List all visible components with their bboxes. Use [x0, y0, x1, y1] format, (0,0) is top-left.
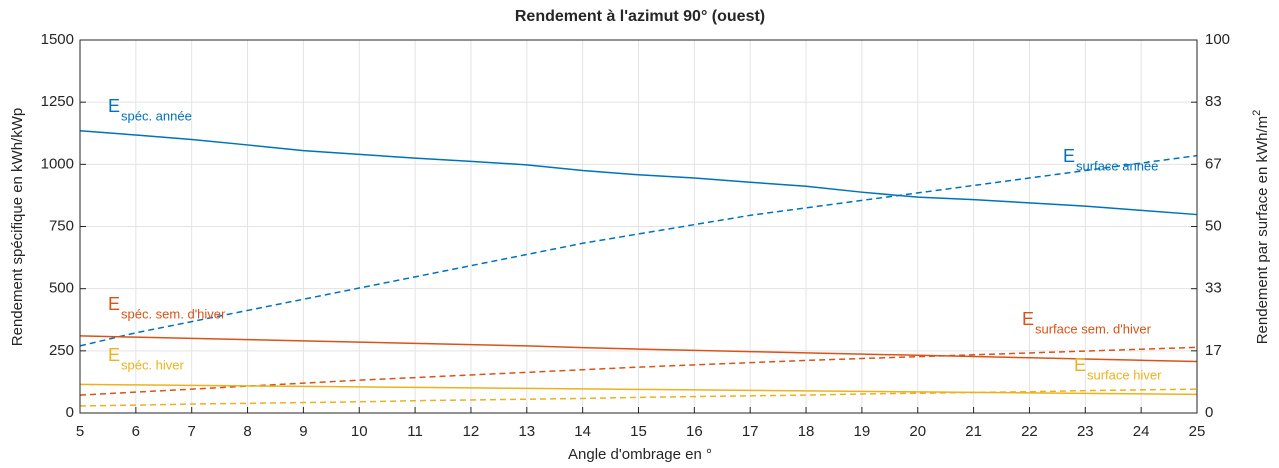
x-tick-label: 13	[518, 423, 535, 440]
y-tick-label: 500	[49, 280, 74, 297]
x-tick-label: 22	[1021, 423, 1038, 440]
x-tick-label: 16	[686, 423, 703, 440]
x-tick-label: 21	[965, 423, 982, 440]
y-tick-label: 250	[49, 342, 74, 359]
x-tick-label: 12	[463, 423, 480, 440]
x-axis-label: Angle d'ombrage en °	[568, 446, 712, 463]
annotation-main: E	[108, 96, 120, 116]
y-axis-label: Rendement spécifique en kWh/kWp	[9, 108, 26, 346]
series-line	[79, 130, 1198, 216]
x-tick-label: 9	[299, 423, 307, 440]
x-tick-label: 24	[1133, 423, 1150, 440]
y-tick-label: 0	[66, 404, 74, 421]
y2-tick-label: 50	[1205, 217, 1222, 234]
y-tick-label: 750	[49, 217, 74, 234]
series-line	[79, 346, 1198, 396]
annotation-main: E	[1074, 355, 1086, 375]
labels: 5 6 7 8 9 10 11 12 13 14 15 16 17 18 19 20 21 22 23 24 25025…	[41, 31, 1230, 440]
y2-tick-label: 0	[1205, 404, 1213, 421]
x-tick-label: 5	[76, 423, 84, 440]
series-line	[79, 154, 1198, 347]
annotation-subscript: spéc. année	[121, 108, 192, 123]
x-tick-label: 18	[798, 423, 815, 440]
x-tick-label: 20	[909, 423, 926, 440]
chart-title: Rendement à l'azimut 90° (ouest)	[515, 8, 765, 25]
annotation-subscript: surface hiver	[1087, 367, 1162, 382]
annotation-main: E	[108, 294, 120, 314]
x-tick-label: 10	[351, 423, 368, 440]
y2-axis-label-text: Rendement par surface en kWh/m	[1254, 116, 1271, 344]
annotation-main: E	[108, 345, 120, 365]
series-line	[79, 388, 1198, 407]
annotation-subscript: spéc. sem. d'hiver	[121, 306, 226, 321]
y-tick-label: 1000	[41, 155, 74, 172]
x-tick-label: 7	[188, 423, 196, 440]
x-tick-label: 8	[243, 423, 251, 440]
y2-tick-label: 100	[1205, 31, 1230, 48]
y-tick-label: 1500	[41, 31, 74, 48]
y2-tick-label: 33	[1205, 280, 1222, 297]
x-tick-label: 17	[742, 423, 759, 440]
x-tick-label: 23	[1077, 423, 1094, 440]
y-tick-label: 1250	[41, 93, 74, 110]
x-tick-label: 25	[1189, 423, 1206, 440]
annotation-subscript: spéc. hiver	[121, 357, 185, 372]
x-tick-label: 11	[407, 423, 423, 440]
x-tick-label: 15	[630, 423, 647, 440]
annotation-subscript: surface année	[1076, 158, 1158, 173]
x-tick-label: 14	[574, 423, 591, 440]
annotation-main: E	[1063, 146, 1075, 166]
lines	[79, 130, 1198, 407]
y2-tick-label: 17	[1205, 342, 1222, 359]
annotation-subscript: surface sem. d'hiver	[1035, 321, 1152, 336]
annotation-main: E	[1022, 309, 1034, 329]
y2-tick-label: 83	[1205, 93, 1222, 110]
series-line	[79, 335, 1198, 363]
x-tick-label: 19	[854, 423, 871, 440]
y2-tick-label: 67	[1205, 155, 1222, 172]
y2-axis-label-sup: 2	[1251, 110, 1263, 116]
y2-axis-label: Rendement par surface en kWh/m2	[1251, 110, 1271, 345]
x-tick-label: 6	[132, 423, 140, 440]
